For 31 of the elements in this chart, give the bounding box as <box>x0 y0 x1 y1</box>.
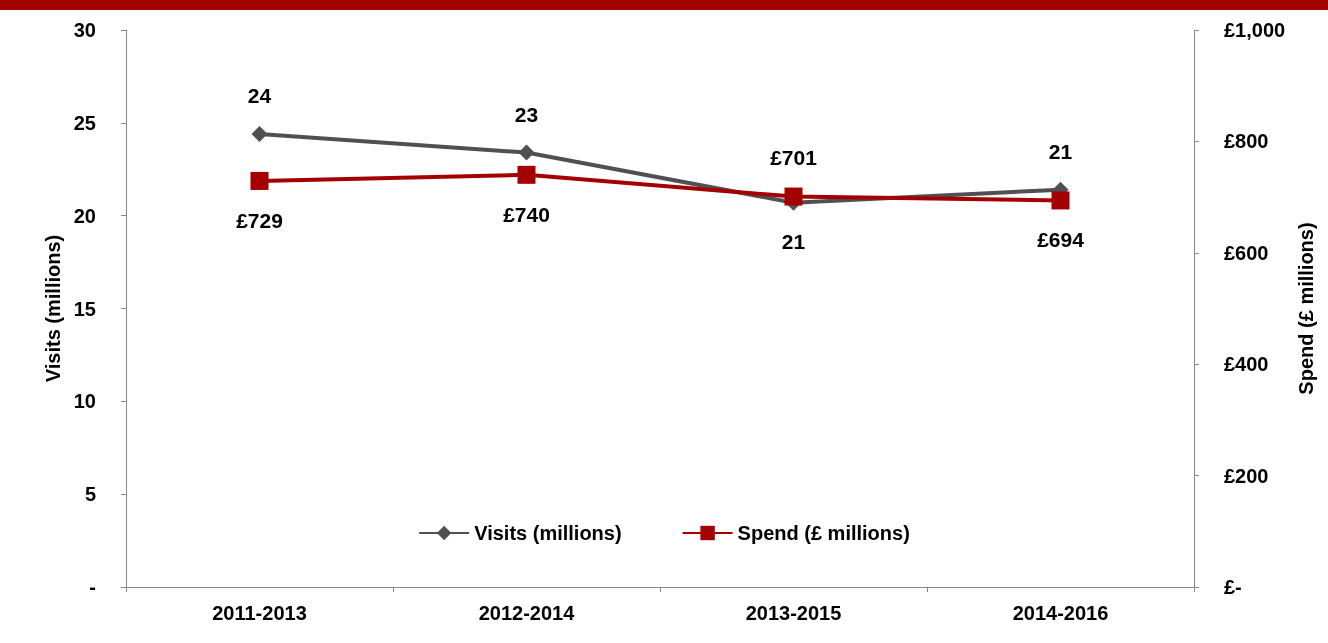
point <box>518 144 535 161</box>
y-tick-label: 15 <box>73 297 96 320</box>
y2-tick-label: £- <box>1224 576 1242 598</box>
legend-label: Visits (millions) <box>474 522 622 544</box>
point <box>251 125 268 142</box>
data-label: 21 <box>781 229 806 253</box>
y2-tick-label: £200 <box>1224 464 1269 487</box>
x-tick-label: 2014-2016 <box>1012 602 1109 624</box>
x-tick-label: 2013-2015 <box>745 602 842 624</box>
y-tick-label: 5 <box>84 483 96 506</box>
x-tick-label: 2012-2014 <box>478 602 576 624</box>
y-axis-title: Visits (millions) <box>41 234 64 383</box>
data-label: 24 <box>247 83 272 107</box>
data-label: £694 <box>1037 228 1085 252</box>
x-tick-label: 2011-2013 <box>212 602 307 624</box>
y-tick-label: 30 <box>73 19 96 41</box>
y2-tick-label: £400 <box>1224 353 1269 376</box>
y2-tick-label: £800 <box>1224 130 1269 153</box>
y-tick-label: 20 <box>73 204 96 227</box>
data-label: £740 <box>503 202 550 226</box>
y2-tick-label: £1,000 <box>1224 19 1286 41</box>
data-label: £701 <box>770 145 818 169</box>
y2-tick-label: £600 <box>1224 241 1269 264</box>
legend-label: Spend (£ millions) <box>737 522 910 544</box>
y-tick-label: - <box>89 576 96 598</box>
y2-axis-title: Spend (£ millions) <box>1295 222 1318 395</box>
y-tick-label: 10 <box>73 390 96 413</box>
data-label: 23 <box>514 102 539 126</box>
data-label: £729 <box>236 208 283 232</box>
data-label: 21 <box>1048 139 1073 163</box>
y-tick-label: 25 <box>73 111 96 134</box>
